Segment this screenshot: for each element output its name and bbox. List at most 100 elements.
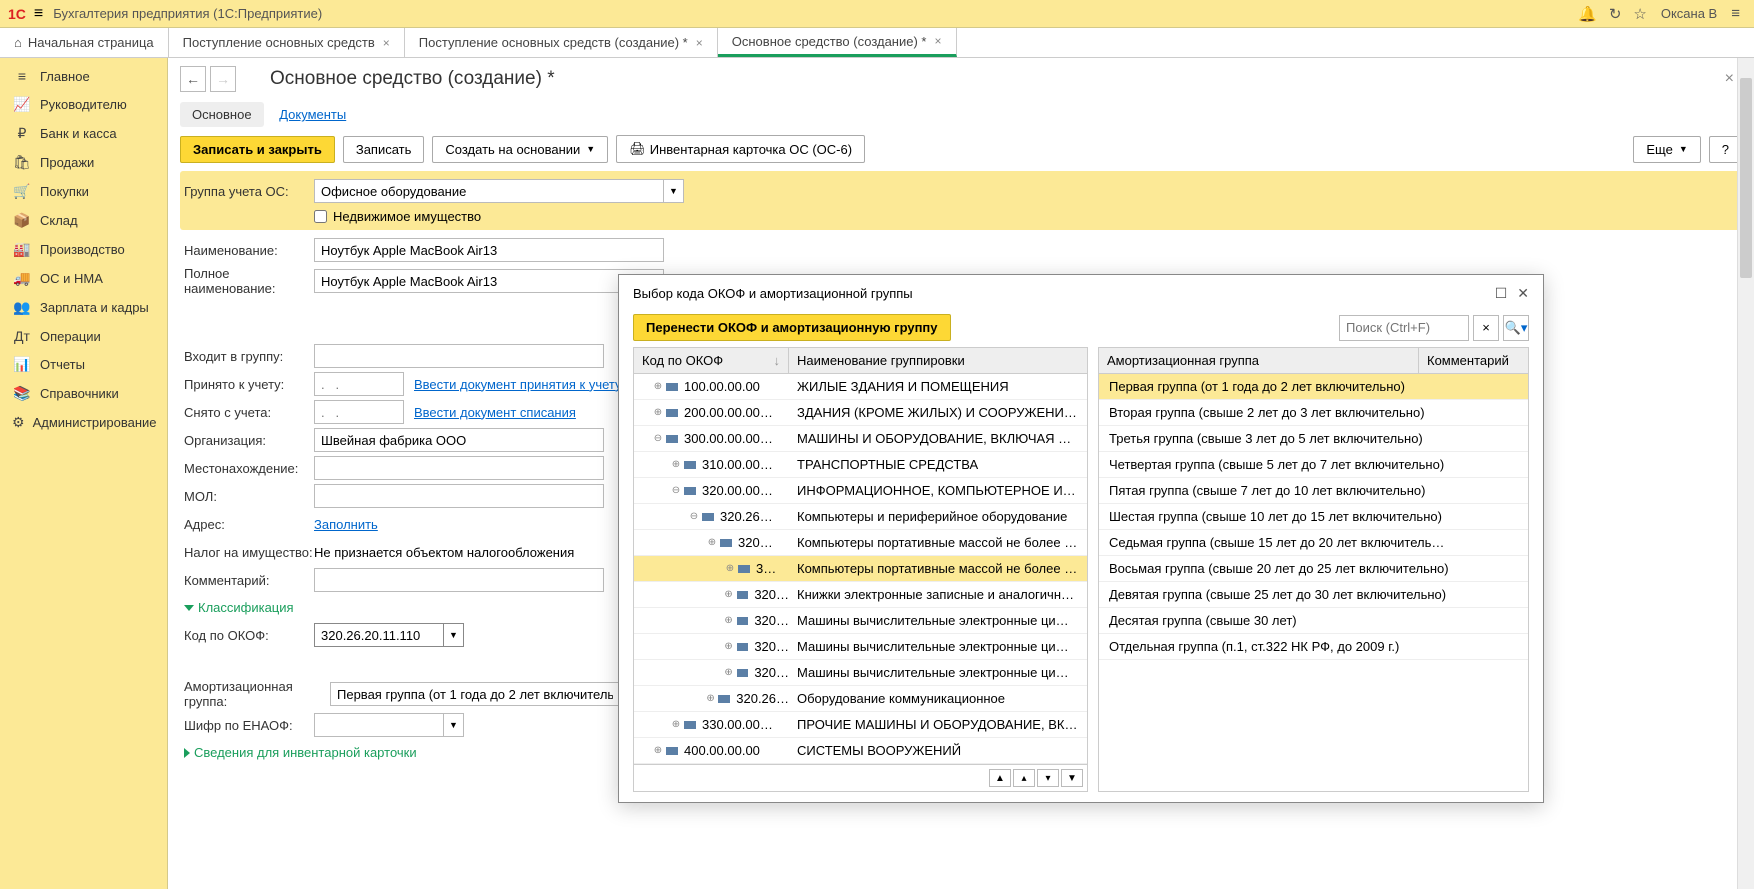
list-row[interactable]: Пятая группа (свыше 7 лет до 10 лет вклю… — [1099, 478, 1528, 504]
tree-nav-bottom[interactable]: ▼ — [1061, 769, 1083, 787]
subtab-main[interactable]: Основное — [180, 102, 264, 127]
save-button[interactable]: Записать — [343, 136, 425, 163]
tree-toggle-icon[interactable]: ⊕ — [705, 693, 717, 705]
removed-link[interactable]: Ввести документ списания — [414, 405, 576, 420]
tree-nav-top[interactable]: ▲ — [989, 769, 1011, 787]
sidebar-item[interactable]: 🚚ОС и НМА — [0, 264, 167, 293]
accepted-link[interactable]: Ввести документ принятия к учету — [414, 377, 622, 392]
create-based-button[interactable]: Создать на основании▼ — [432, 136, 608, 163]
location-input[interactable] — [314, 456, 604, 480]
list-row[interactable]: Вторая группа (свыше 2 лет до 3 лет вклю… — [1099, 400, 1528, 426]
list-row[interactable]: Десятая группа (свыше 30 лет) — [1099, 608, 1528, 634]
okof-input[interactable] — [314, 623, 444, 647]
close-icon[interactable]: ✕ — [1517, 285, 1529, 302]
sidebar-item[interactable]: 📚Справочники — [0, 379, 167, 408]
subtab-documents[interactable]: Документы — [267, 102, 358, 127]
tree-row[interactable]: ⊕200.00.00.00…ЗДАНИЯ (КРОМЕ ЖИЛЫХ) И СОО… — [634, 400, 1087, 426]
col-code[interactable]: Код по ОКОФ ↓ — [634, 348, 789, 373]
settings-icon[interactable]: ≡ — [1731, 5, 1740, 22]
ingroup-input[interactable] — [314, 344, 604, 368]
accepted-date-input[interactable] — [314, 372, 404, 396]
tree-toggle-icon[interactable]: ⊕ — [652, 381, 664, 393]
tab[interactable]: Поступление основных средств (создание) … — [405, 28, 718, 57]
tree-toggle-icon[interactable]: ⊕ — [652, 407, 664, 419]
comment-input[interactable] — [314, 568, 604, 592]
list-row[interactable]: Отдельная группа (п.1, ст.322 НК РФ, до … — [1099, 634, 1528, 660]
sidebar-item[interactable]: 👥Зарплата и кадры — [0, 293, 167, 322]
forward-button[interactable]: → — [210, 66, 236, 92]
tree-row[interactable]: ⊕320…Машины вычислительные электронные ц… — [634, 634, 1087, 660]
col-group[interactable]: Амортизационная группа — [1099, 348, 1419, 373]
more-button[interactable]: Еще▼ — [1633, 136, 1700, 163]
maximize-icon[interactable]: ☐ — [1495, 285, 1508, 302]
user-name[interactable]: Оксана В — [1661, 6, 1717, 21]
list-row[interactable]: Третья группа (свыше 3 лет до 5 лет вклю… — [1099, 426, 1528, 452]
list-row[interactable]: Девятая группа (свыше 25 лет до 30 лет в… — [1099, 582, 1528, 608]
tree-toggle-icon[interactable]: ⊖ — [652, 433, 664, 445]
tree-toggle-icon[interactable]: ⊕ — [652, 745, 664, 757]
tab-close-icon[interactable]: × — [696, 36, 703, 50]
star-icon[interactable]: ☆ — [1633, 5, 1646, 23]
tab[interactable]: ⌂Начальная страница — [0, 28, 169, 57]
sidebar-item[interactable]: 📦Склад — [0, 206, 167, 235]
tree-toggle-icon[interactable]: ⊕ — [706, 537, 718, 549]
col-name[interactable]: Наименование группировки — [789, 348, 1087, 373]
tree-toggle-icon[interactable]: ⊕ — [723, 667, 735, 679]
okof-dropdown[interactable]: ▼ — [444, 623, 464, 647]
removed-date-input[interactable] — [314, 400, 404, 424]
tree-row[interactable]: ⊕400.00.00.00СИСТЕМЫ ВООРУЖЕНИЙ — [634, 738, 1087, 764]
history-icon[interactable]: ↻ — [1609, 5, 1622, 23]
list-row[interactable]: Шестая группа (свыше 10 лет до 15 лет вк… — [1099, 504, 1528, 530]
sidebar-item[interactable]: ДтОперации — [0, 322, 167, 350]
enaof-input[interactable] — [314, 713, 444, 737]
tab-close-icon[interactable]: × — [383, 36, 390, 50]
tree-row[interactable]: ⊕320…Компьютеры портативные массой не бо… — [634, 530, 1087, 556]
list-row[interactable]: Первая группа (от 1 года до 2 лет включи… — [1099, 374, 1528, 400]
tree-toggle-icon[interactable]: ⊖ — [688, 511, 700, 523]
search-clear-button[interactable]: × — [1473, 315, 1499, 341]
transfer-button[interactable]: Перенести ОКОФ и амортизационную группу — [633, 314, 951, 341]
sidebar-item[interactable]: 📈Руководителю — [0, 90, 167, 119]
mol-input[interactable] — [314, 484, 604, 508]
tab[interactable]: Поступление основных средств× — [169, 28, 405, 57]
bell-icon[interactable]: 🔔 — [1578, 5, 1597, 23]
tree-nav-up[interactable]: ▴ — [1013, 769, 1035, 787]
tree-row[interactable]: ⊕100.00.00.00ЖИЛЫЕ ЗДАНИЯ И ПОМЕЩЕНИЯ — [634, 374, 1087, 400]
search-input[interactable] — [1339, 315, 1469, 341]
sidebar-item[interactable]: 🏭Производство — [0, 235, 167, 264]
sidebar-item[interactable]: 🛒Покупки — [0, 177, 167, 206]
menu-icon[interactable]: ≡ — [34, 5, 43, 23]
list-row[interactable]: Восьмая группа (свыше 20 лет до 25 лет в… — [1099, 556, 1528, 582]
tab[interactable]: Основное средство (создание) *× — [718, 28, 957, 57]
sidebar-item[interactable]: ⚙Администрирование — [0, 408, 167, 437]
tree-row[interactable]: ⊕320…Машины вычислительные электронные ц… — [634, 608, 1087, 634]
tree-toggle-icon[interactable]: ⊕ — [723, 615, 735, 627]
tree-toggle-icon[interactable]: ⊖ — [670, 485, 682, 497]
tree-toggle-icon[interactable]: ⊕ — [670, 719, 682, 731]
tree-toggle-icon[interactable]: ⊕ — [723, 589, 735, 601]
search-button[interactable]: 🔍▾ — [1503, 315, 1529, 341]
list-row[interactable]: Четвертая группа (свыше 5 лет до 7 лет в… — [1099, 452, 1528, 478]
tree-row[interactable]: ⊕320…Книжки электронные записные и анало… — [634, 582, 1087, 608]
back-button[interactable]: ← — [180, 66, 206, 92]
sidebar-item[interactable]: 🛍Продажи — [0, 148, 167, 177]
group-dropdown[interactable]: ▼ — [664, 179, 684, 203]
tree-row[interactable]: ⊖300.00.00.00…МАШИНЫ И ОБОРУДОВАНИЕ, ВКЛ… — [634, 426, 1087, 452]
list-row[interactable]: Седьмая группа (свыше 15 лет до 20 лет в… — [1099, 530, 1528, 556]
address-link[interactable]: Заполнить — [314, 517, 378, 532]
sidebar-item[interactable]: ₽Банк и касса — [0, 119, 167, 148]
tree-toggle-icon[interactable]: ⊕ — [670, 459, 682, 471]
tree-row[interactable]: ⊖320.00.00…ИНФОРМАЦИОННОЕ, КОМПЬЮТЕРНОЕ … — [634, 478, 1087, 504]
amort-input[interactable] — [330, 682, 620, 706]
save-close-button[interactable]: Записать и закрыть — [180, 136, 335, 163]
name-input[interactable] — [314, 238, 664, 262]
sidebar-item[interactable]: 📊Отчеты — [0, 350, 167, 379]
tree-row[interactable]: ⊕310.00.00…ТРАНСПОРТНЫЕ СРЕДСТВА — [634, 452, 1087, 478]
tab-close-icon[interactable]: × — [934, 34, 941, 48]
inventory-card-button[interactable]: 🖨Инвентарная карточка ОС (ОС-6) — [616, 135, 865, 163]
realestate-checkbox[interactable] — [314, 210, 327, 223]
tree-row[interactable]: ⊕320.26…Оборудование коммуникационное — [634, 686, 1087, 712]
tree-row[interactable]: ⊖320.26…Компьютеры и периферийное оборуд… — [634, 504, 1087, 530]
tree-row[interactable]: ⊕330.00.00…ПРОЧИЕ МАШИНЫ И ОБОРУДОВАНИЕ,… — [634, 712, 1087, 738]
scrollbar[interactable] — [1737, 58, 1754, 889]
